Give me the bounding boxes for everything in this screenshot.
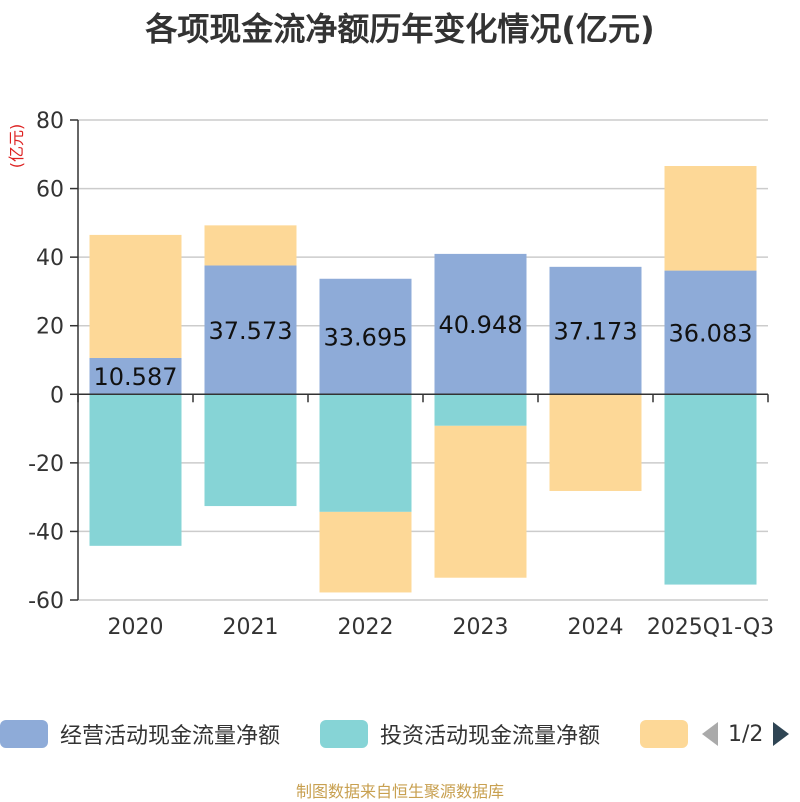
data-label: 10.587 — [94, 363, 178, 391]
bar-series-2-2020[interactable] — [89, 234, 182, 358]
legend-label-operating: 经营活动现金流量净额 — [60, 724, 281, 749]
bars — [89, 166, 757, 593]
legend-pager: 1/2 — [700, 716, 791, 752]
y-tick-label: 20 — [36, 315, 64, 340]
pager-text: 1/2 — [728, 721, 764, 747]
legend-swatch-operating — [0, 720, 48, 748]
bar-series-1-2020[interactable] — [89, 394, 182, 546]
bar-series-0-2020[interactable] — [89, 357, 182, 395]
y-axis-label: (亿元) — [7, 124, 26, 169]
legend-swatch-third-series — [640, 720, 688, 748]
legend-item-investing[interactable]: 投资活动现金流量净额 — [320, 716, 600, 752]
data-label: 36.083 — [669, 319, 753, 347]
bar-series-1-2021[interactable] — [204, 394, 297, 507]
bar-series-1-2022[interactable] — [319, 394, 412, 512]
x-tick-label: 2020 — [108, 615, 164, 640]
legend-item-operating[interactable]: 经营活动现金流量净额 — [0, 716, 280, 752]
pager-prev-icon[interactable] — [700, 720, 720, 748]
bar-series-1-2023[interactable] — [434, 394, 527, 426]
pager-next-icon[interactable] — [771, 720, 791, 748]
x-tick-label: 2021 — [223, 615, 279, 640]
bar-series-2-2023[interactable] — [434, 425, 527, 578]
y-tick-label: 60 — [36, 178, 64, 203]
grid-lines — [78, 119, 768, 601]
bar-series-0-2024[interactable] — [549, 266, 642, 395]
bar-series-2-2025Q1-Q3[interactable] — [664, 166, 757, 271]
bar-series-0-2022[interactable] — [319, 278, 412, 395]
x-tick-label: 2022 — [338, 615, 394, 640]
legend-label-investing: 投资活动现金流量净额 — [380, 724, 601, 749]
y-tick-label: 40 — [36, 246, 64, 271]
legend-swatch-investing — [320, 720, 368, 748]
x-tick-label: 2024 — [568, 615, 624, 640]
y-tick-label: -60 — [28, 589, 64, 614]
data-label: 37.573 — [209, 317, 293, 345]
bar-series-2-2021[interactable] — [204, 225, 297, 266]
chart-title: 各项现金流净额历年变化情况(亿元) — [145, 10, 655, 48]
axes: 80 60 40 20 0 -20 -40 -60 (亿元) 2020 2021 2022 2023 20… — [7, 109, 774, 640]
bar-series-1-2025Q1-Q3[interactable] — [664, 394, 757, 585]
bar-series-0-2021[interactable] — [204, 265, 297, 395]
bar-series-0-2025Q1-Q3[interactable] — [664, 270, 757, 395]
y-tick-label: -40 — [28, 520, 64, 545]
chart-plot: 80 60 40 20 0 -20 -40 -60 (亿元) 2020 2021 2022 2023 20… — [7, 109, 774, 640]
data-label: 40.948 — [439, 311, 523, 339]
x-tick-label: 2023 — [453, 615, 509, 640]
data-label: 37.173 — [554, 318, 638, 346]
x-tick-label: 2025Q1-Q3 — [647, 615, 774, 640]
footer-source: 制图数据来自恒生聚源数据库 — [295, 782, 504, 801]
bar-series-2-2024[interactable] — [549, 394, 642, 491]
data-label: 33.695 — [324, 324, 408, 352]
bar-series-0-2023[interactable] — [434, 253, 527, 395]
y-tick-label: 80 — [36, 109, 64, 134]
data-labels: 10.587 37.573 33.695 40.948 37.173 36.083 — [94, 311, 753, 391]
y-tick-label: -20 — [28, 452, 64, 477]
legend-item-third-series[interactable] — [640, 716, 688, 752]
y-tick-label: 0 — [50, 383, 64, 408]
bar-series-2-2022[interactable] — [319, 511, 412, 593]
